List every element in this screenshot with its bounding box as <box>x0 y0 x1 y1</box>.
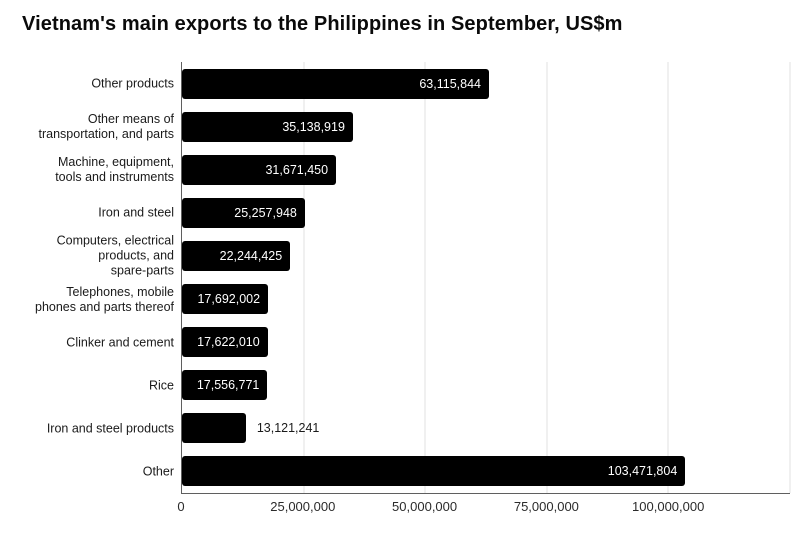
export-bar: 35,138,919 <box>182 111 353 142</box>
export-bar: 22,244,425 <box>182 240 291 271</box>
export-bar: 17,692,002 <box>182 284 269 315</box>
bar-row: 35,138,919 <box>182 105 790 148</box>
bar-row: 22,244,425 <box>182 234 790 277</box>
bar-value-label: 35,138,919 <box>282 119 345 134</box>
y-axis-labels: Other products Other means of transportat… <box>0 62 174 494</box>
bar-value-label: 22,244,425 <box>219 248 283 263</box>
x-axis-tick-label: 0 <box>177 499 185 514</box>
bar-row: 17,692,002 <box>182 278 790 321</box>
export-bar: 103,471,804 <box>182 456 686 487</box>
export-bar: 17,556,771 <box>182 370 268 401</box>
export-bar: 17,622,010 <box>182 327 268 358</box>
bar-row: 63,115,844 <box>182 62 790 105</box>
x-axis-tick-label: 75,000,000 <box>513 499 579 514</box>
y-axis-category-label: Iron and steel <box>98 205 174 220</box>
y-axis-category-label: Iron and steel products <box>46 421 174 436</box>
bar-value-label: 13,121,241 <box>256 421 320 436</box>
bar-row: 31,671,450 <box>182 148 790 191</box>
y-axis-category-label: Machine, equipment, tools and instrument… <box>55 155 174 184</box>
y-axis-category-label: Other products <box>91 76 174 91</box>
y-axis-category-label: Rice <box>148 378 174 393</box>
bar-value-label: 31,671,450 <box>265 162 329 177</box>
export-bar: 63,115,844 <box>182 68 489 99</box>
y-axis-category-label: Computers, electrical products, and spar… <box>56 233 174 278</box>
bar-value-label: 17,556,771 <box>196 378 260 393</box>
bar-row: 17,556,771 <box>182 364 790 407</box>
chart-title: Vietnam's main exports to the Philippine… <box>22 13 623 35</box>
gridline <box>789 62 791 493</box>
gridline <box>546 62 548 493</box>
bar-value-label: 17,622,010 <box>197 335 260 350</box>
bar-value-label: 63,115,844 <box>419 76 481 91</box>
export-bar <box>182 413 246 444</box>
x-axis-tick-label: 50,000,000 <box>392 499 458 514</box>
bar-value-label: 25,257,948 <box>234 205 297 220</box>
plot-area: 63,115,844 35,138,919 31,671,450 25,257,948… <box>181 62 791 494</box>
export-bar: 25,257,948 <box>182 197 305 228</box>
export-bar: 31,671,450 <box>182 154 337 185</box>
gridline <box>303 62 305 493</box>
bar-row: 17,622,010 <box>182 321 790 364</box>
y-axis-category-label: Other means of transportation, and parts <box>38 111 175 141</box>
bar-row: 25,257,948 <box>182 191 790 234</box>
y-axis-category-label: Clinker and cement <box>66 335 174 350</box>
bar-value-label: 103,471,804 <box>607 464 678 479</box>
x-axis-tick-label: 100,000,000 <box>632 499 705 514</box>
x-axis-ticks: 0 25,000,000 50,000,000 75,000,000 100,000,0… <box>177 499 790 519</box>
bar-value-label: 17,692,002 <box>197 292 261 307</box>
x-axis-tick-label: 25,000,000 <box>270 499 336 514</box>
bar-row: 103,471,804 <box>182 450 790 493</box>
gridline <box>667 62 669 493</box>
y-axis-category-label: Other <box>142 464 174 479</box>
y-axis-category-label: Telephones, mobile phones and parts ther… <box>35 284 174 314</box>
bar-row: 13,121,241 <box>182 407 790 450</box>
gridline <box>424 62 426 493</box>
